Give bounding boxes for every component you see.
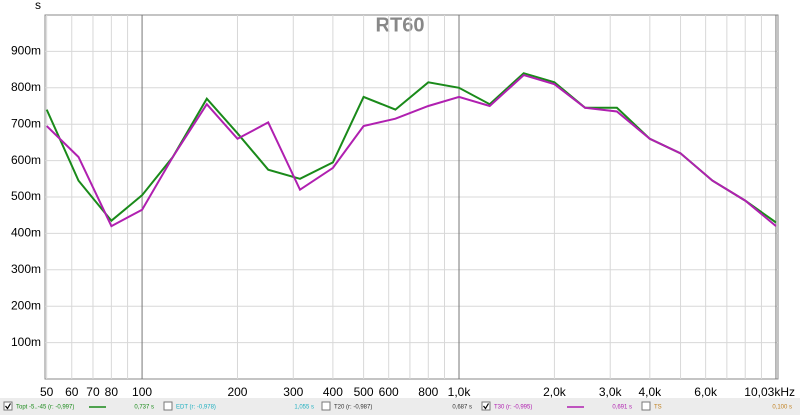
- legend-bar: [0, 398, 800, 415]
- y-tick-label: 600m: [11, 153, 41, 167]
- x-tick-label: 1,0k: [448, 385, 472, 399]
- y-tick-label: 400m: [11, 226, 41, 240]
- x-tick-label: 6,0k: [694, 385, 718, 399]
- x-tick-label: 10,03kHz: [744, 385, 795, 399]
- legend-reading: 0,687 s: [452, 405, 472, 411]
- legend-label: EDT (r: -0,978): [176, 405, 216, 411]
- y-tick-label: 800m: [11, 80, 41, 94]
- x-tick-label: 300: [283, 385, 303, 399]
- x-tick-label: 60: [65, 385, 79, 399]
- x-tick-label: 600: [379, 385, 399, 399]
- x-tick-label: 50: [40, 385, 54, 399]
- x-tick-label: 80: [105, 385, 119, 399]
- y-tick-label: 500m: [11, 189, 41, 203]
- x-tick-label: 100: [132, 385, 152, 399]
- x-tick-label: 500: [354, 385, 374, 399]
- legend-label: TS: [654, 405, 662, 411]
- legend-checkbox[interactable]: [481, 401, 491, 411]
- x-tick-label: 70: [86, 385, 100, 399]
- x-tick-label: 400: [323, 385, 343, 399]
- legend-label: T30 (r: -0,995): [494, 405, 532, 411]
- y-tick-label: 300m: [11, 262, 41, 276]
- legend-check: [483, 403, 490, 410]
- legend-reading: 0,691 s: [612, 405, 632, 411]
- chart-title: RT60: [376, 14, 425, 36]
- legend-reading: 0,737 s: [134, 405, 154, 411]
- x-tick-label: 2,0k: [543, 385, 567, 399]
- x-tick-label: 200: [227, 385, 247, 399]
- x-tick-label: 3,0k: [599, 385, 623, 399]
- x-tick-label: 800: [418, 385, 438, 399]
- y-axis-label: s: [35, 0, 41, 12]
- legend-reading: 0,100 s: [772, 405, 792, 411]
- legend-check: [5, 403, 12, 410]
- legend-checkbox[interactable]: [321, 401, 331, 411]
- legend-label: Topt -5..-45 (r: -0,997): [16, 405, 74, 411]
- legend-checkbox[interactable]: [641, 401, 651, 411]
- legend-checkbox[interactable]: [163, 401, 173, 411]
- y-tick-label: 100m: [11, 335, 41, 349]
- y-tick-label: 900m: [11, 44, 41, 58]
- legend-checkbox[interactable]: [3, 401, 13, 411]
- legend-reading: 1,055 s: [294, 405, 314, 411]
- y-tick-label: 700m: [11, 116, 41, 130]
- series-line: [46, 73, 777, 228]
- x-tick-label: 4,0k: [638, 385, 662, 399]
- legend-label: T20 (r: -0,987): [334, 405, 372, 411]
- y-tick-label: 200m: [11, 298, 41, 312]
